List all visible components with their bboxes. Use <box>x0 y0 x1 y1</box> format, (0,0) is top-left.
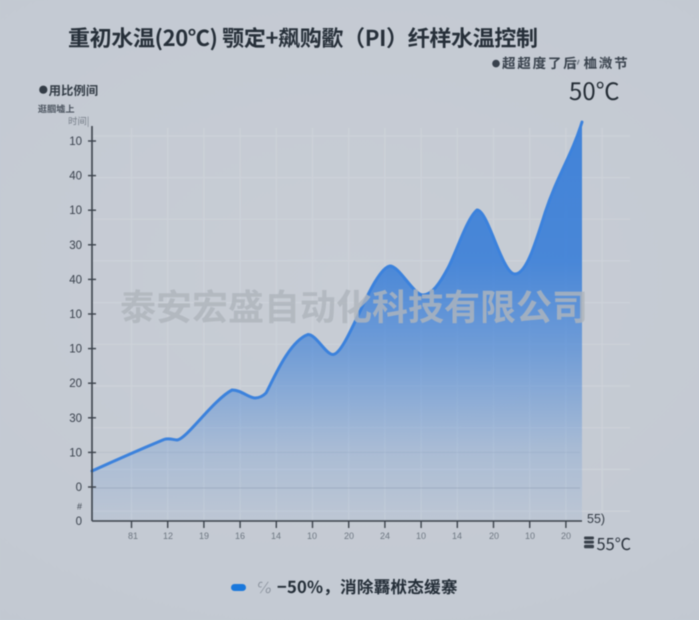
svg-text:24: 24 <box>380 531 390 541</box>
svg-text:10: 10 <box>69 447 82 459</box>
svg-text:40: 40 <box>69 171 82 183</box>
svg-text:30: 30 <box>69 240 82 252</box>
svg-text:10: 10 <box>69 205 82 217</box>
svg-text:30: 30 <box>69 413 82 425</box>
svg-text:14: 14 <box>452 531 462 541</box>
svg-text:10: 10 <box>525 531 535 541</box>
svg-text:10: 10 <box>307 531 317 541</box>
svg-text:20: 20 <box>344 531 354 541</box>
svg-text:10: 10 <box>69 309 82 321</box>
svg-text:0: 0 <box>76 516 82 528</box>
svg-text:#: # <box>77 502 82 512</box>
svg-text:12: 12 <box>163 531 173 541</box>
svg-text:20: 20 <box>69 378 82 390</box>
svg-text:40: 40 <box>69 274 82 286</box>
svg-text:0: 0 <box>76 482 82 494</box>
svg-text:16: 16 <box>235 531 245 541</box>
svg-text:10: 10 <box>416 531 426 541</box>
svg-text:10: 10 <box>69 136 82 148</box>
svg-text:10: 10 <box>69 344 82 356</box>
svg-text:81: 81 <box>128 531 138 541</box>
svg-text:20: 20 <box>489 531 499 541</box>
svg-text:14: 14 <box>271 531 281 541</box>
svg-text:20: 20 <box>561 531 571 541</box>
svg-text:19: 19 <box>199 531 209 541</box>
